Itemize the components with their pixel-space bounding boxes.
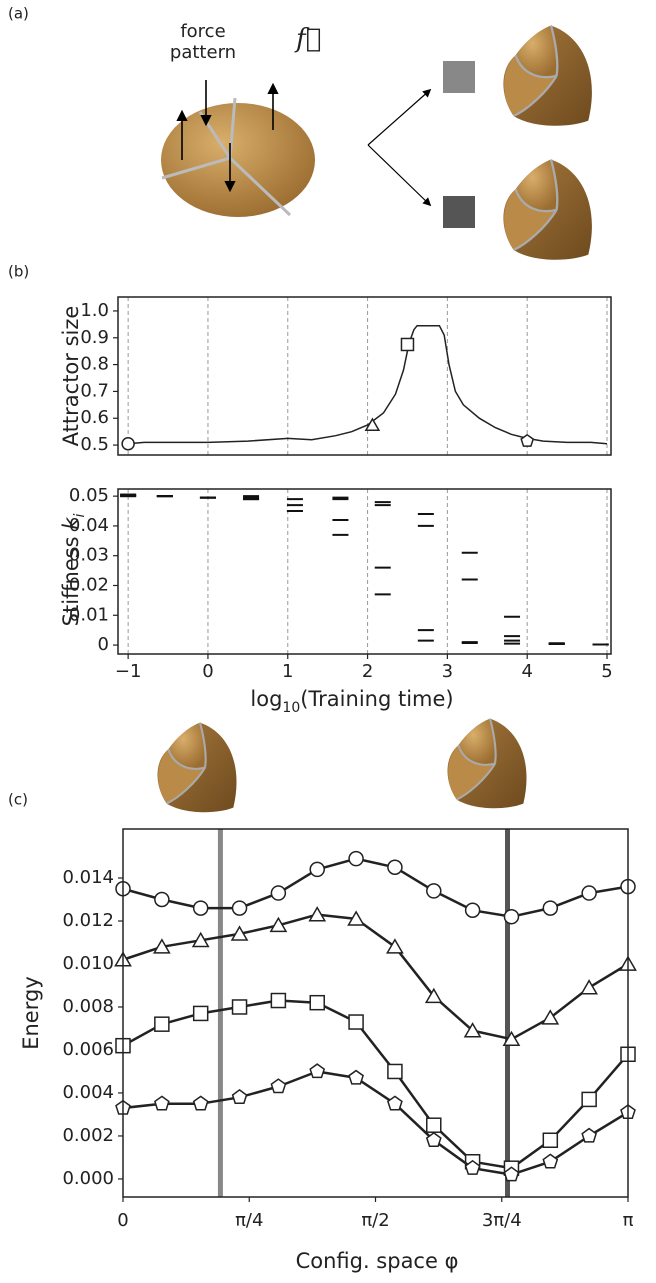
x-tick-label: −1 (115, 661, 142, 682)
marker (348, 850, 364, 867)
y-tick-label: 0.002 (62, 1125, 114, 1146)
marker (154, 1016, 170, 1032)
marker (541, 1009, 560, 1025)
plot-frame (122, 828, 629, 1198)
plot-frame (117, 488, 612, 655)
marker (364, 417, 381, 431)
panel-label: (c) (8, 791, 28, 809)
marker (400, 337, 415, 352)
marker (152, 938, 171, 954)
marker (231, 1088, 248, 1104)
marker (387, 1063, 403, 1080)
marker (154, 1095, 170, 1111)
marker (231, 999, 248, 1015)
marker (309, 994, 325, 1011)
x-tick-label: 0 (202, 661, 213, 682)
x-tick-label: 2 (362, 661, 373, 682)
marker (347, 910, 366, 926)
y-tick-label: 0 (98, 634, 109, 655)
y-tick-label: 0.5 (80, 434, 109, 455)
y-tick-label: 0.6 (80, 407, 109, 428)
y-tick-label: 0.004 (62, 1082, 114, 1103)
marker (154, 891, 170, 908)
y-tick-label: 0.008 (62, 996, 114, 1017)
y-tick-label: 0.01 (69, 604, 109, 625)
y-tick-label: 0.000 (62, 1168, 114, 1189)
marker (230, 925, 249, 941)
y-tick-label: 0.9 (80, 327, 109, 348)
marker (581, 1091, 597, 1108)
marker (348, 1069, 364, 1085)
marker (270, 992, 287, 1009)
marker (542, 1153, 559, 1169)
plot-frame (117, 296, 612, 456)
vector-label: f⃗ (294, 24, 321, 54)
marker (192, 900, 209, 916)
x-tick-label: π (623, 1210, 634, 1231)
marker (581, 885, 597, 901)
marker (192, 1005, 209, 1022)
marker (542, 1132, 559, 1149)
marker (309, 1063, 326, 1079)
x-tick-label: π/4 (235, 1210, 263, 1231)
y-tick-label: 0.010 (62, 953, 114, 974)
marker (385, 938, 404, 954)
marker (502, 1030, 521, 1047)
marker (231, 900, 248, 916)
x-tick-label: 4 (521, 661, 532, 682)
marker (581, 1127, 597, 1143)
y-tick-label: 0.05 (69, 485, 109, 506)
y-tick-label: 0.012 (62, 910, 114, 931)
y-tick-label: 0.02 (69, 574, 109, 595)
annotation: force (180, 21, 225, 42)
marker (542, 900, 559, 916)
marker (269, 916, 288, 933)
x-tick-label: 3 (442, 661, 453, 682)
marker (387, 859, 403, 876)
marker (503, 1166, 520, 1182)
y-axis-label: Energy (19, 976, 43, 1050)
marker (121, 436, 135, 451)
disc-illustration (156, 24, 594, 814)
y-tick-label: 1.0 (80, 300, 109, 321)
y-tick-label: 0.04 (69, 515, 109, 536)
marker (425, 1131, 442, 1147)
x-tick-label: 5 (601, 661, 612, 682)
y-tick-label: 0.8 (80, 354, 109, 375)
marker (503, 908, 520, 925)
y-tick-label: 0.7 (80, 380, 109, 401)
x-tick-label: 0 (117, 1210, 128, 1231)
x-axis-label: log10(Training time) (250, 687, 453, 716)
marker (309, 861, 325, 878)
y-tick-label: 0.014 (62, 867, 114, 888)
marker (426, 1117, 442, 1133)
y-axis-label: Stiffness ki (59, 514, 88, 627)
annotation: pattern (170, 42, 236, 63)
y-tick-label: 0.03 (69, 545, 109, 566)
marker (426, 883, 442, 899)
y-axis-label: Attractor size (59, 306, 83, 447)
marker (387, 1095, 403, 1111)
marker (464, 902, 481, 919)
line (128, 324, 608, 445)
marker (270, 885, 287, 901)
marker (191, 931, 210, 948)
marker (270, 1078, 287, 1094)
marker (192, 1095, 209, 1111)
marker (520, 433, 535, 447)
y-tick-label: 0.006 (62, 1039, 114, 1060)
marker (463, 1022, 482, 1038)
x-tick-label: π/2 (361, 1210, 389, 1231)
panel-label: (b) (8, 263, 29, 281)
marker (464, 1159, 481, 1175)
x-tick-label: 1 (282, 661, 293, 682)
x-axis-label: Config. space φ (296, 1249, 459, 1273)
marker (424, 987, 443, 1004)
x-tick-label: 3π/4 (482, 1210, 522, 1231)
panel-label: (a) (8, 5, 29, 23)
marker (580, 979, 598, 995)
marker (348, 1014, 364, 1030)
marker (308, 906, 327, 922)
